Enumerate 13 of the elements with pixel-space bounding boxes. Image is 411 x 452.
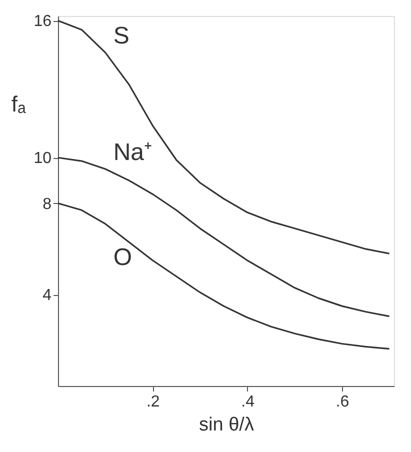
y-tick-label: 4	[42, 287, 52, 304]
x-tick-label: .2	[146, 394, 160, 410]
x-tick-label: .6	[336, 394, 350, 410]
y-axis-title: fₐ	[11, 92, 26, 116]
series-label: S	[113, 22, 130, 50]
series-label: O	[113, 244, 132, 271]
y-tick-label: 10	[34, 150, 52, 168]
y-tick-label: 8	[42, 196, 52, 213]
line-series	[57, 202, 390, 350]
series-label: Na⁺	[113, 139, 152, 166]
y-tick-label: 16	[34, 13, 52, 30]
x-axis-title: sin θ/λ	[199, 414, 254, 436]
x-tick-label: .4	[241, 394, 255, 410]
